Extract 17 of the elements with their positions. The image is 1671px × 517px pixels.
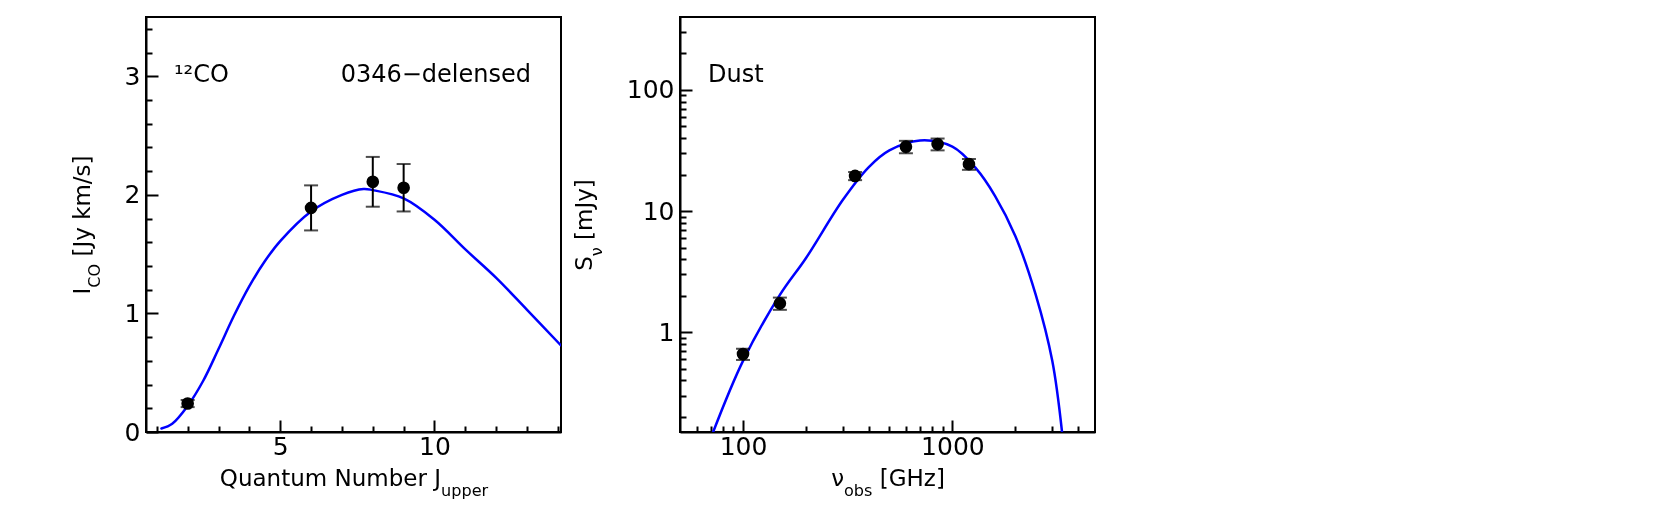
annotation: Dust — [708, 60, 764, 88]
y-tick-label: 3 — [124, 61, 141, 91]
x-tick-label: 5 — [272, 431, 289, 461]
x-tick-label: 10 — [419, 431, 451, 461]
y-tick-label: 10 — [642, 196, 675, 226]
line-series — [160, 187, 561, 430]
x-tick-label: 1000 — [921, 431, 985, 461]
x-tick-label: 100 — [719, 431, 768, 461]
y-tick-label: 1 — [658, 317, 675, 347]
x-axis-title: Quantum Number J$_{upper}$ — [219, 464, 489, 499]
x-axis-title: ν$_{obs}$ [GHz] — [831, 464, 945, 499]
y-tick-label: 0 — [124, 417, 141, 447]
y-tick-label: 1 — [124, 298, 141, 328]
y-tick-label: 2 — [124, 180, 141, 210]
annotation: 0346−delensed — [340, 60, 531, 88]
y-tick-label: 100 — [626, 75, 675, 105]
annotation: ¹²CO — [174, 60, 229, 88]
